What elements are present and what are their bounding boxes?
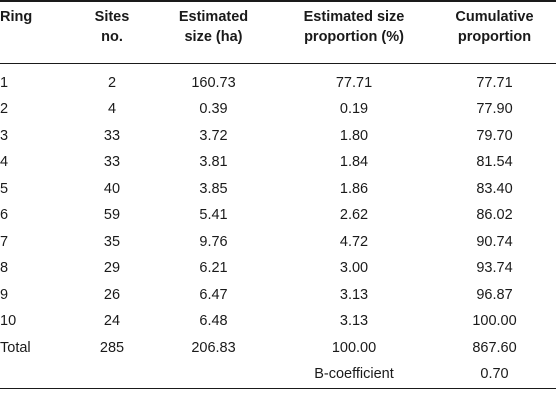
cell-ring: 2 [0, 101, 9, 118]
header-ring: Ring [0, 0, 72, 64]
cell-size: 3.85 [199, 180, 228, 197]
cell-sites: 26 [103, 286, 121, 303]
cell-cumulative: 81.54 [476, 154, 513, 171]
cell-sites: 33 [103, 127, 121, 144]
table-row: 2 4 0.39 0.19 77.90 [0, 96, 556, 123]
cell-ring: 3 [0, 127, 9, 144]
cell-cumulative: 86.02 [476, 207, 513, 224]
cell-ring: 10 [0, 313, 17, 330]
header-estimated-size: Estimated size (ha) [152, 0, 275, 64]
cell-proportion: 4.72 [339, 233, 369, 250]
cell-sites: 4 [107, 101, 117, 118]
cell-ring: 8 [0, 260, 9, 277]
total-row: Total 285 206.83 100.00 867.60 [0, 335, 556, 362]
cell-cumulative: 83.40 [476, 180, 513, 197]
cell-size: 9.76 [199, 233, 228, 250]
cell-ring: 6 [0, 207, 9, 224]
cell-proportion: 3.13 [339, 313, 369, 330]
table-header: Ring Sites no. Estimated size (ha) Estimat… [0, 0, 556, 64]
cell-size: 6.21 [199, 260, 228, 277]
cell-sites: 24 [103, 313, 121, 330]
cell-size: 160.73 [191, 74, 236, 91]
table-row: 10 24 6.48 3.13 100.00 [0, 308, 556, 335]
cell-size: 5.41 [199, 207, 228, 224]
cell-cumulative: 93.74 [476, 260, 513, 277]
cell-cumulative: 867.60 [472, 339, 517, 356]
table-row: 7 35 9.76 4.72 90.74 [0, 229, 556, 256]
cell-size: 6.47 [199, 286, 228, 303]
cell-ring: 7 [0, 233, 9, 250]
cell-proportion: 2.62 [339, 207, 369, 224]
header-size-proportion: Estimated size proportion (%) [275, 0, 433, 64]
cell-size: 0.39 [199, 101, 228, 118]
cell-ring [0, 361, 72, 389]
cell-cumulative: 96.87 [476, 286, 513, 303]
cell-size: 206.83 [191, 339, 236, 356]
table-row: 8 29 6.21 3.00 93.74 [0, 255, 556, 282]
cell-sites: 40 [103, 180, 121, 197]
cell-cumulative: 79.70 [476, 127, 513, 144]
cell-ring: 5 [0, 180, 9, 197]
cell-proportion: 100.00 [331, 339, 377, 356]
header-sites-no: Sites no. [72, 0, 152, 64]
cell-cumulative: 77.90 [476, 101, 513, 118]
cell-size: 6.48 [199, 313, 228, 330]
cell-proportion: 3.00 [339, 260, 369, 277]
cell-ring: Total [0, 339, 31, 356]
table-body: 1 2 160.73 77.71 77.71 2 4 0.39 0.19 77.… [0, 63, 556, 389]
table-row: 6 59 5.41 2.62 86.02 [0, 202, 556, 229]
cell-proportion: 77.71 [335, 74, 373, 91]
cell-sites [72, 361, 152, 389]
cell-size [152, 361, 275, 389]
cell-cumulative: 100.00 [472, 313, 517, 330]
cell-size: 3.81 [199, 154, 228, 171]
cell-proportion: B-coefficient [275, 361, 433, 389]
cell-sites: 29 [103, 260, 121, 277]
cell-ring: 4 [0, 154, 9, 171]
cell-sites: 59 [103, 207, 121, 224]
cell-proportion: 1.80 [339, 127, 369, 144]
table-row: 9 26 6.47 3.13 96.87 [0, 282, 556, 309]
cell-sites: 35 [103, 233, 121, 250]
cell-ring: 1 [0, 74, 9, 91]
cell-proportion: 1.84 [339, 154, 369, 171]
cell-proportion: 1.86 [339, 180, 369, 197]
cell-cumulative: 0.70 [433, 361, 556, 389]
b-coefficient-row: B-coefficient 0.70 [0, 361, 556, 389]
cell-cumulative: 77.71 [476, 74, 513, 91]
cell-sites: 33 [103, 154, 121, 171]
cell-cumulative: 90.74 [476, 233, 513, 250]
data-table: Ring Sites no. Estimated size (ha) Estimat… [0, 0, 556, 389]
cell-sites: 2 [107, 74, 117, 91]
header-row: Ring Sites no. Estimated size (ha) Estimat… [0, 0, 556, 64]
cell-proportion: 0.19 [339, 101, 369, 118]
header-cumulative-proportion: Cumulative proportion [433, 0, 556, 64]
table-row: 5 40 3.85 1.86 83.40 [0, 176, 556, 203]
table-row: 4 33 3.81 1.84 81.54 [0, 149, 556, 176]
cell-size: 3.72 [199, 127, 228, 144]
cell-sites: 285 [99, 339, 125, 356]
cell-proportion: 3.13 [339, 286, 369, 303]
table-row: 3 33 3.72 1.80 79.70 [0, 123, 556, 150]
table-row: 1 2 160.73 77.71 77.71 [0, 63, 556, 96]
cell-ring: 9 [0, 286, 9, 303]
